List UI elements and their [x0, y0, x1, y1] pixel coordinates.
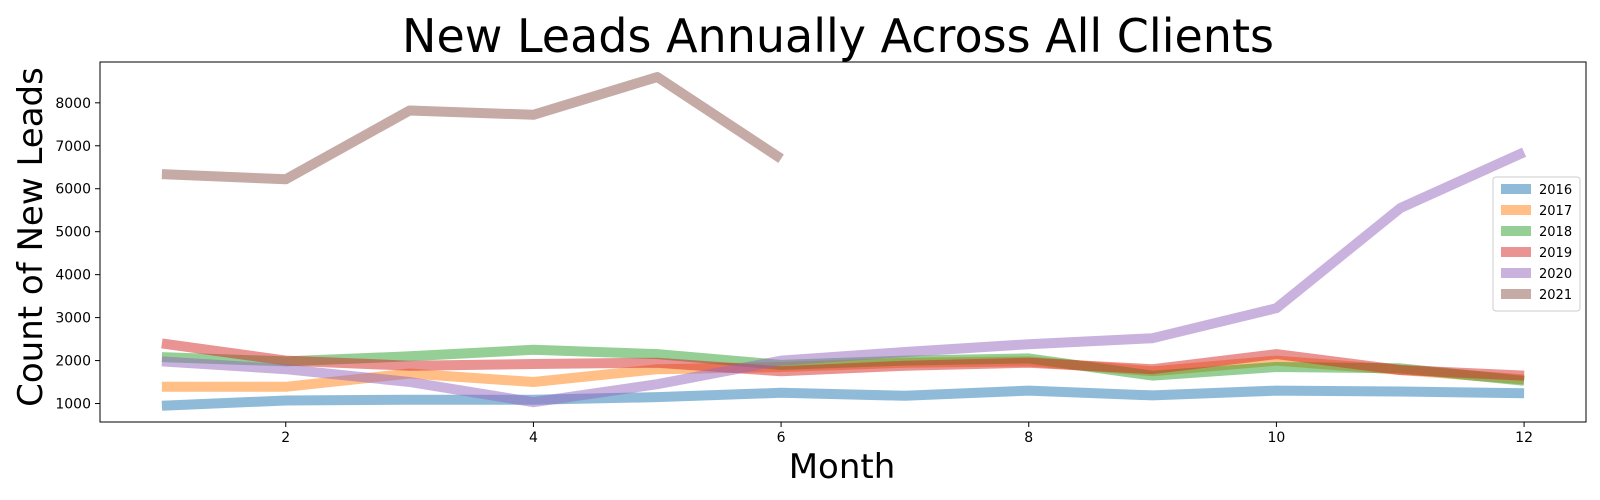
- legend-label-2016: 2016: [1539, 183, 1572, 198]
- x-tick-label: 4: [529, 430, 538, 446]
- x-tick-label: 8: [1024, 430, 1033, 446]
- y-tick-label: 5000: [55, 225, 91, 241]
- x-tick-label: 10: [1268, 430, 1286, 446]
- legend-label-2021: 2021: [1539, 288, 1572, 303]
- legend-label-2020: 2020: [1539, 267, 1572, 282]
- series-layer: [161, 72, 1527, 411]
- y-tick-label: 6000: [55, 182, 91, 198]
- series-line-2020: [161, 147, 1527, 408]
- y-tick-label: 2000: [55, 354, 91, 370]
- x-axis: 2 4 6 8 10 12: [281, 422, 1533, 446]
- y-tick-label: 7000: [55, 139, 91, 155]
- series-line-2019: [161, 338, 1525, 381]
- x-tick-label: 2: [281, 430, 290, 446]
- legend-label-2019: 2019: [1539, 246, 1572, 261]
- y-tick-label: 3000: [55, 311, 91, 327]
- y-axis: 1000 2000 3000 4000 5000 6000 7000 8000: [55, 96, 100, 413]
- y-tick-label: 8000: [55, 96, 91, 112]
- chart-title: New Leads Annually Across All Clients: [402, 9, 1274, 63]
- series-line-2021: [161, 72, 784, 185]
- y-tick-label: 1000: [55, 397, 91, 413]
- legend-label-2017: 2017: [1539, 204, 1572, 219]
- plot-frame: [99, 61, 1587, 423]
- x-tick-label: 12: [1515, 430, 1533, 446]
- legend-label-2018: 2018: [1539, 225, 1572, 240]
- series-line-2018: [161, 344, 1525, 386]
- series-line-2016: [161, 385, 1525, 411]
- y-tick-label: 4000: [55, 268, 91, 284]
- x-axis-label: Month: [789, 447, 896, 487]
- legend: 2016 2017 2018 2019 2020 2021: [1492, 176, 1581, 312]
- y-axis-label: Count of New Leads: [11, 67, 51, 407]
- x-tick-label: 6: [777, 430, 786, 446]
